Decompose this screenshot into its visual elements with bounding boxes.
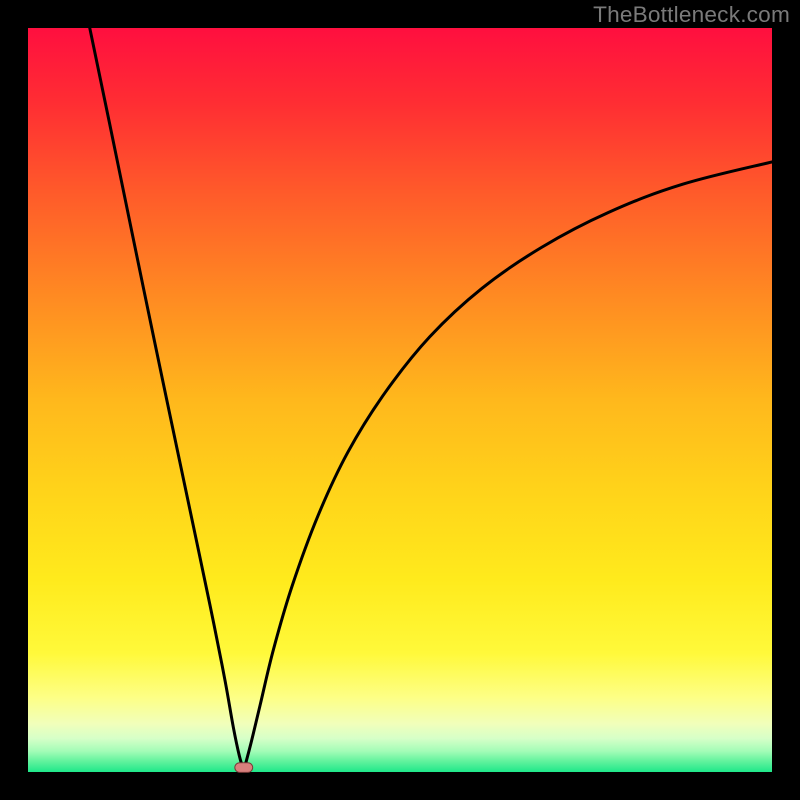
chart-plot-area [28,28,772,772]
chart-stage: TheBottleneck.com [0,0,800,800]
minimum-marker [235,763,253,773]
bottleneck-chart [0,0,800,800]
